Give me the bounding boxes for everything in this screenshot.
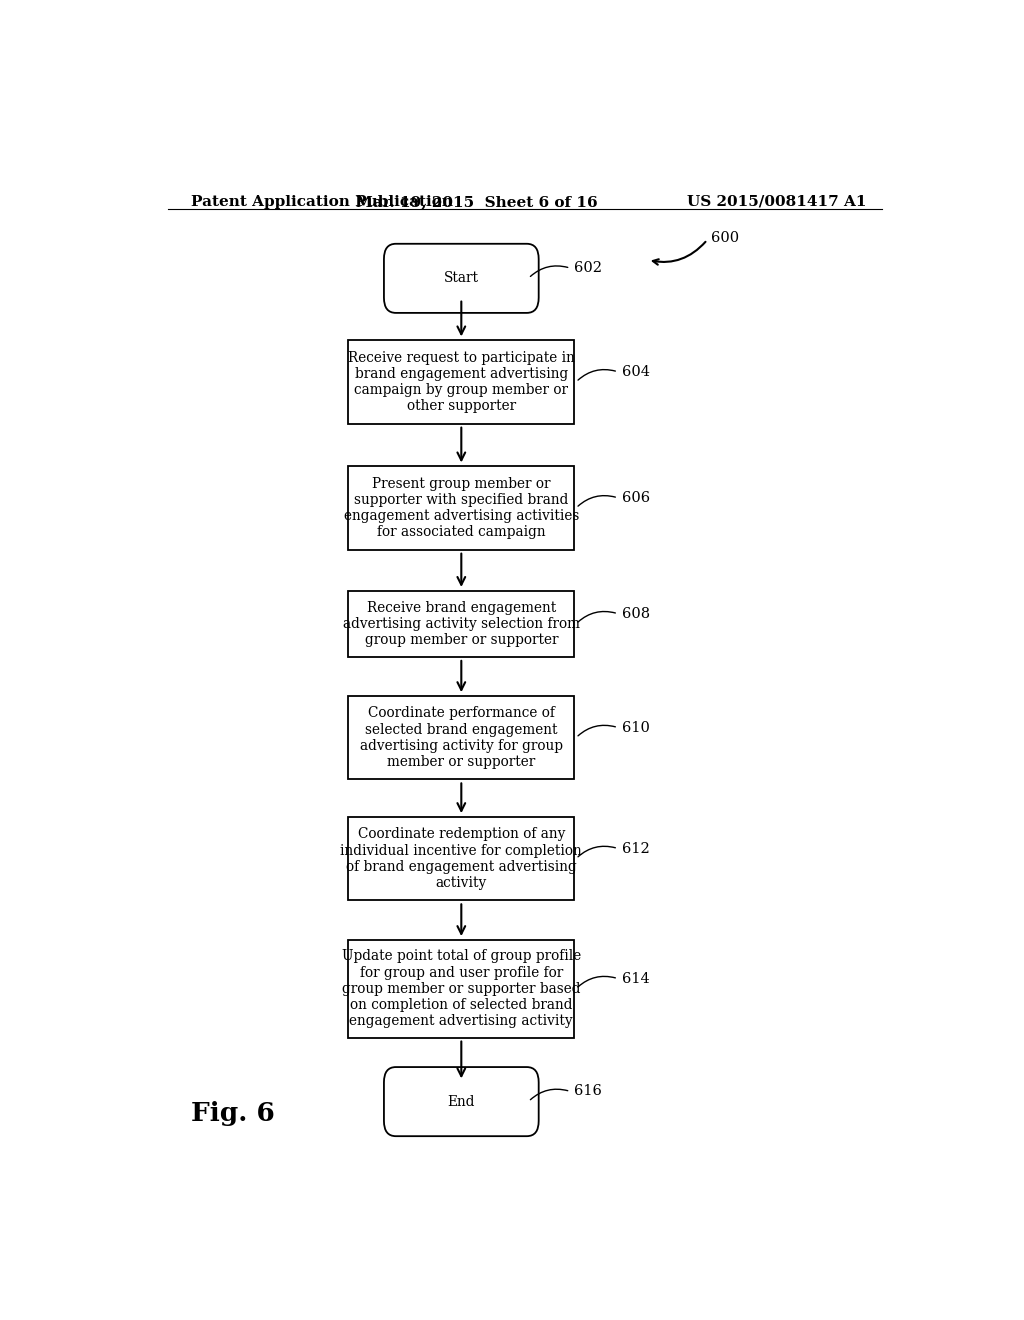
Text: 602: 602 xyxy=(574,261,602,275)
Text: Receive request to participate in
brand engagement advertising
campaign by group: Receive request to participate in brand … xyxy=(348,351,574,413)
Text: 612: 612 xyxy=(622,842,650,855)
Text: 616: 616 xyxy=(574,1085,602,1098)
Bar xyxy=(348,341,574,424)
FancyBboxPatch shape xyxy=(384,244,539,313)
Text: Patent Application Publication: Patent Application Publication xyxy=(191,195,454,209)
Text: US 2015/0081417 A1: US 2015/0081417 A1 xyxy=(686,195,866,209)
Bar xyxy=(348,591,574,657)
Text: 614: 614 xyxy=(622,972,650,986)
Text: Update point total of group profile
for group and user profile for
group member : Update point total of group profile for … xyxy=(342,949,581,1028)
Bar xyxy=(348,466,574,549)
Text: Mar. 19, 2015  Sheet 6 of 16: Mar. 19, 2015 Sheet 6 of 16 xyxy=(356,195,598,209)
Text: Start: Start xyxy=(443,272,479,285)
Text: 600: 600 xyxy=(712,231,739,244)
Bar xyxy=(348,940,574,1038)
Text: End: End xyxy=(447,1094,475,1109)
Text: Coordinate redemption of any
individual incentive for completion
of brand engage: Coordinate redemption of any individual … xyxy=(340,828,583,890)
Bar xyxy=(348,817,574,900)
Text: 604: 604 xyxy=(622,364,650,379)
FancyBboxPatch shape xyxy=(384,1067,539,1137)
Text: Receive brand engagement
advertising activity selection from
group member or sup: Receive brand engagement advertising act… xyxy=(343,601,580,647)
Text: 610: 610 xyxy=(622,721,650,735)
Text: Coordinate performance of
selected brand engagement
advertising activity for gro: Coordinate performance of selected brand… xyxy=(359,706,563,770)
Bar xyxy=(348,696,574,779)
Text: Present group member or
supporter with specified brand
engagement advertising ac: Present group member or supporter with s… xyxy=(344,477,579,540)
Text: 606: 606 xyxy=(622,491,650,504)
Text: 608: 608 xyxy=(622,607,650,620)
Text: Fig. 6: Fig. 6 xyxy=(191,1101,275,1126)
